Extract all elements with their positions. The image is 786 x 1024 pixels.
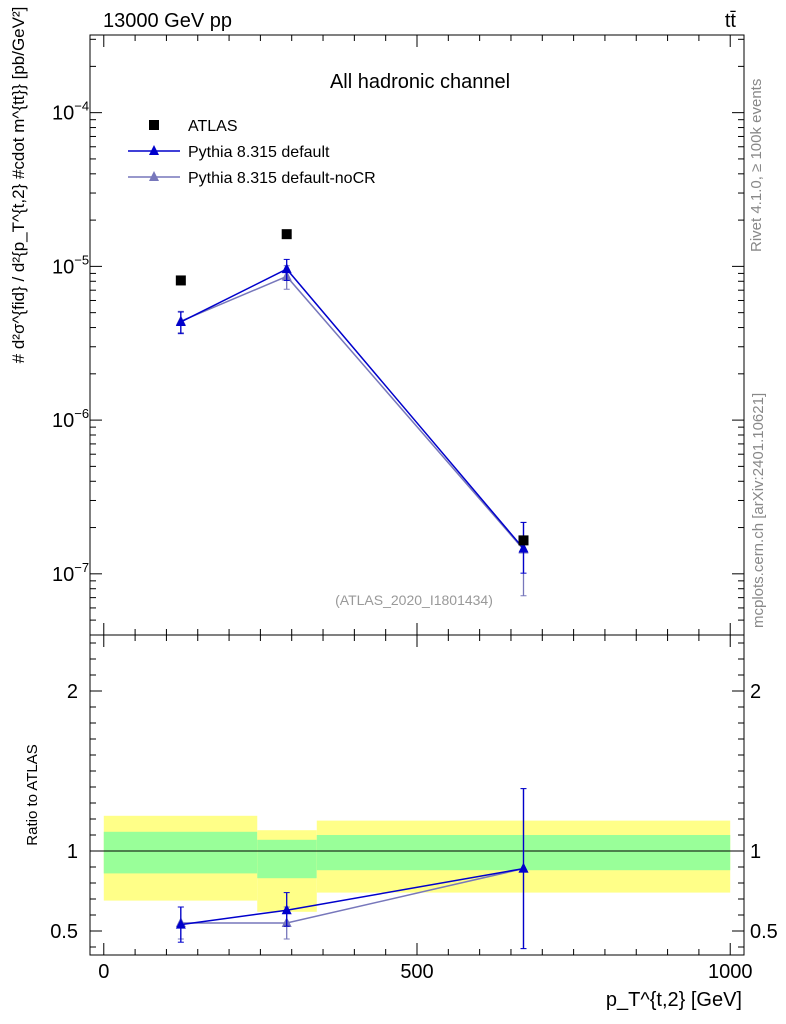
main-panel: 10−7 10−6 10−5 10−4 All hadronic channel (A…: [9, 7, 745, 636]
energy-label: 13000 GeV pp: [103, 10, 232, 32]
legend-label: Pythia 8.315 default: [188, 144, 330, 161]
ratio-y-tick-label: 2: [67, 681, 78, 703]
ratio-bands: [90, 815, 744, 912]
data-point-atlas: [175, 275, 186, 286]
ratio-y-tick-label-right: 2: [750, 681, 761, 703]
legend: ATLAS Pythia 8.315 default Pythia 8.315 de…: [128, 118, 376, 187]
ratio-point-triangle: [175, 918, 186, 929]
ratio-axis-tick-labels: 0.5 0.5 1 1 2 2 0 500 1000: [50, 681, 778, 983]
ratio-panel: 0.5 0.5 1 1 2 2 0 500 1000 Ratio to ATLAS p_T^{t…: [24, 634, 778, 1011]
ratio-point-triangle: [518, 862, 529, 873]
main-y-axis-label: # d²σ^{fid} / d²{p_T^{t,2} #cdot m^{tt}}…: [9, 7, 28, 364]
main-axis-tick-labels: 10−7 10−6 10−5 10−4: [52, 99, 89, 586]
legend-marker-atlas: [149, 120, 159, 130]
uncertainty-band-inner: [257, 839, 317, 879]
legend-label: ATLAS: [188, 118, 238, 135]
source-label: mcplots.cern.ch [arXiv:2401.10621]: [750, 393, 767, 628]
main-axis-ticks: [90, 35, 744, 636]
legend-label: Pythia 8.315 default-noCR: [188, 170, 376, 187]
chart-title: All hadronic channel: [330, 71, 510, 93]
analysis-tag: (ATLAS_2020_I1801434): [335, 592, 493, 608]
main-y-tick-label: 10−4: [52, 99, 89, 125]
main-y-tick-label: 10−7: [52, 560, 89, 586]
data-point-triangle: [175, 315, 186, 326]
ratio-axis-ticks: [90, 635, 744, 955]
ratio-y-tick-label-right: 0.5: [750, 921, 778, 943]
x-tick-label: 500: [400, 961, 433, 983]
x-axis-label: p_T^{t,2} [GeV]: [606, 989, 742, 1011]
x-tick-label: 1000: [708, 961, 753, 983]
ratio-frame: [89, 634, 745, 956]
data-point-triangle: [281, 263, 292, 274]
series-line-pythia-nocr: [180, 275, 525, 550]
ratio-y-tick-label: 1: [67, 841, 78, 863]
legend-marker-triangle: [149, 171, 159, 181]
ratio-point-triangle: [281, 904, 292, 915]
data-point-atlas: [281, 229, 292, 240]
data-point-triangle: [518, 542, 529, 553]
ratio-plot-marks: [175, 788, 529, 950]
main-y-tick-label: 10−5: [52, 252, 89, 278]
process-label: tt̄: [725, 10, 737, 32]
x-tick-label: 0: [98, 961, 109, 983]
main-y-tick-label: 10−6: [52, 406, 89, 432]
main-plot-marks: [175, 229, 529, 597]
ratio-y-axis-label: Ratio to ATLAS: [24, 744, 41, 845]
series-line-pythia-default: [180, 268, 525, 550]
data-point-atlas: [518, 535, 529, 546]
rivet-version-label: Rivet 4.1.0, ≥ 100k events: [748, 79, 765, 252]
legend-marker-triangle: [149, 145, 159, 155]
ratio-y-tick-label-right: 1: [750, 841, 761, 863]
ratio-y-tick-label: 0.5: [50, 921, 78, 943]
uncertainty-band-inner: [103, 831, 258, 874]
